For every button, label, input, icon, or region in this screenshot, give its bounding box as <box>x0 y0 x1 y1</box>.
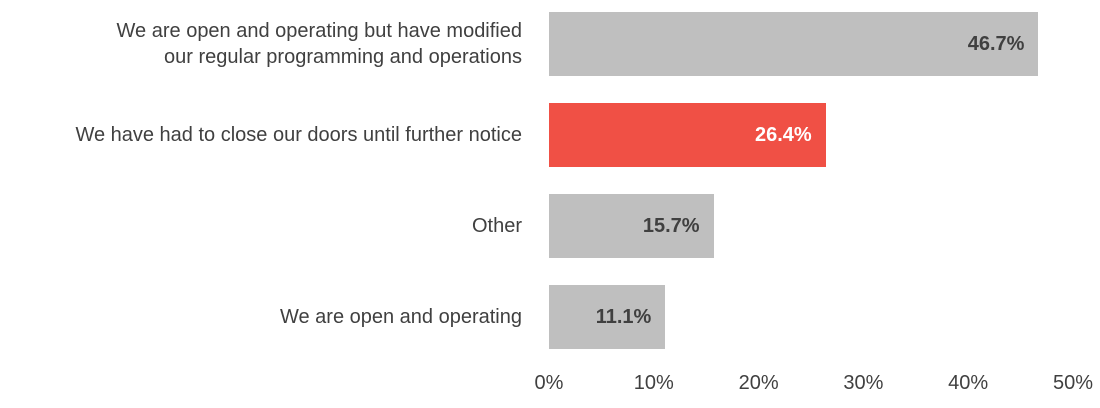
category-label: We are open and operating <box>279 306 522 328</box>
bar <box>549 285 666 349</box>
bar <box>549 12 1039 76</box>
value-label: 11.1% <box>595 306 652 328</box>
category-label: We are open and operating but have modif… <box>116 20 522 68</box>
x-tick-label: 50% <box>1052 372 1094 394</box>
value-label: 15.7% <box>642 215 700 237</box>
x-tick-label: 40% <box>948 372 989 394</box>
x-tick-label: 0% <box>534 372 564 394</box>
x-tick-label: 20% <box>738 372 779 394</box>
value-label: 46.7% <box>967 33 1025 55</box>
category-label: Other <box>471 215 522 237</box>
bar <box>549 194 714 258</box>
value-label: 26.4% <box>754 124 812 146</box>
x-tick-label: 30% <box>843 372 884 394</box>
category-label: We have had to close our doors until fur… <box>75 124 522 146</box>
x-tick-label: 10% <box>633 372 674 394</box>
bar <box>549 103 826 167</box>
